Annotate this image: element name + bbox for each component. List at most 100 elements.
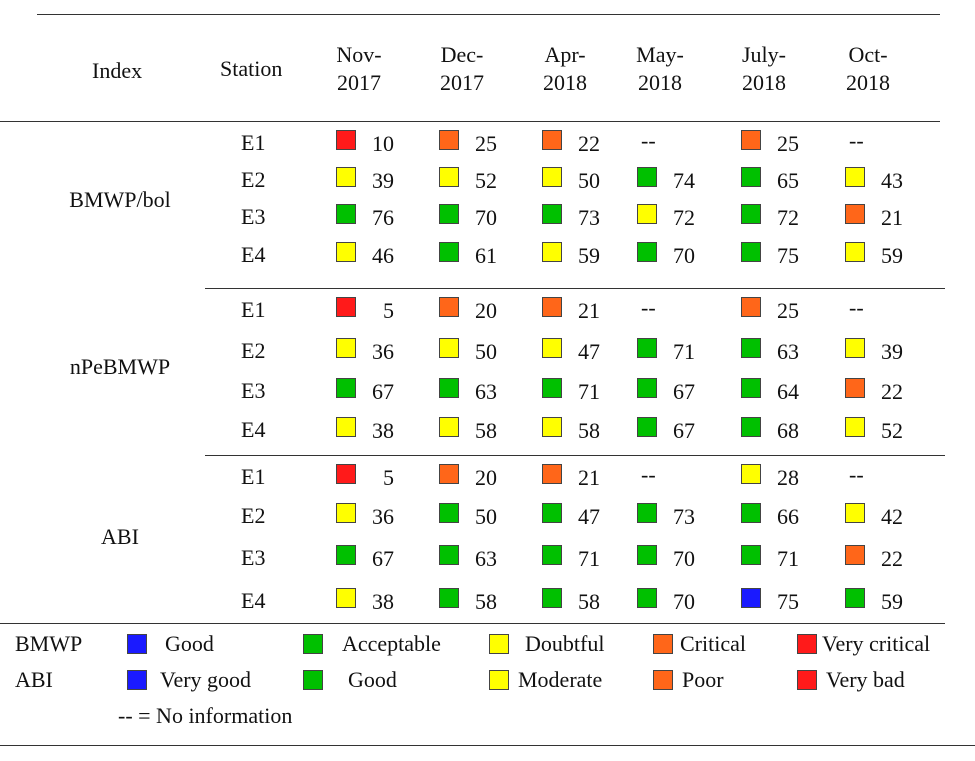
header-month-line2: 2018: [742, 70, 786, 95]
station-label: E4: [241, 588, 266, 613]
cell-value: 25: [777, 298, 799, 323]
green-status-square: [439, 242, 459, 262]
green-status-square: [637, 242, 657, 262]
cell-value: 36: [372, 504, 394, 529]
yellow-status-square: [637, 204, 657, 224]
cell-value: 50: [578, 168, 600, 193]
no-information-mark: --: [641, 462, 656, 487]
green-status-square: [741, 338, 761, 358]
orange-status-square: [542, 464, 562, 484]
green-status-square: [637, 338, 657, 358]
header-month-line2: 2018: [846, 70, 890, 95]
header-month-line1: Apr-: [544, 42, 586, 67]
header-month-line1: Nov-: [336, 42, 382, 67]
header-month-line2: 2018: [638, 70, 682, 95]
cell-value: 28: [777, 465, 799, 490]
cell-value: 66: [777, 504, 799, 529]
red-legend-square: [797, 670, 817, 690]
cell-value: 70: [673, 243, 695, 268]
header-month-line1: Oct-: [848, 42, 888, 67]
yellow-status-square: [845, 338, 865, 358]
station-label: E3: [241, 545, 266, 570]
cell-value: 25: [475, 131, 497, 156]
yellow-status-square: [845, 417, 865, 437]
red-status-square: [336, 297, 356, 317]
station-label: E2: [241, 167, 266, 192]
orange-status-square: [741, 130, 761, 150]
header-month-line2: 2018: [543, 70, 587, 95]
yellow-status-square: [336, 588, 356, 608]
legend-item-label: Good: [348, 667, 397, 692]
cell-value: 21: [578, 465, 600, 490]
blue-legend-square: [127, 634, 147, 654]
station-label: E2: [241, 503, 266, 528]
cell-value: 22: [881, 546, 903, 571]
cell-value: 70: [475, 205, 497, 230]
cell-value: 76: [372, 205, 394, 230]
orange-status-square: [439, 297, 459, 317]
cell-value: 58: [578, 589, 600, 614]
cell-value: 22: [578, 131, 600, 156]
legend-row-label: BMWP: [15, 631, 83, 656]
no-information-mark: --: [849, 462, 864, 487]
green-status-square: [336, 378, 356, 398]
cell-value: 73: [673, 504, 695, 529]
blue-status-square: [741, 588, 761, 608]
yellow-status-square: [542, 167, 562, 187]
cell-value: 64: [777, 379, 799, 404]
yellow-status-square: [542, 417, 562, 437]
cell-value: 38: [372, 589, 394, 614]
green-status-square: [637, 545, 657, 565]
green-status-square: [741, 417, 761, 437]
station-label: E4: [241, 242, 266, 267]
bottom-rule: [0, 745, 975, 746]
orange-status-square: [542, 297, 562, 317]
table-bottom-rule: [0, 623, 945, 624]
cell-value: 50: [475, 339, 497, 364]
green-status-square: [741, 503, 761, 523]
cell-value: 20: [475, 298, 497, 323]
cell-value: 63: [475, 546, 497, 571]
legend-item-label: Doubtful: [525, 631, 605, 656]
cell-value: 63: [777, 339, 799, 364]
yellow-status-square: [542, 242, 562, 262]
cell-value: 70: [673, 546, 695, 571]
cell-value: 72: [777, 205, 799, 230]
cell-value: 68: [777, 418, 799, 443]
no-information-mark: --: [849, 128, 864, 153]
legend-item-label: Very bad: [826, 667, 905, 692]
orange-legend-square: [653, 634, 673, 654]
cell-value: 38: [372, 418, 394, 443]
cell-value: 59: [881, 243, 903, 268]
green-status-square: [336, 545, 356, 565]
station-label: E1: [241, 464, 266, 489]
cell-value: 58: [475, 418, 497, 443]
red-legend-square: [797, 634, 817, 654]
cell-value: 63: [475, 379, 497, 404]
cell-value: 39: [881, 339, 903, 364]
orange-status-square: [845, 204, 865, 224]
yellow-status-square: [336, 167, 356, 187]
green-status-square: [439, 503, 459, 523]
orange-status-square: [741, 297, 761, 317]
orange-status-square: [439, 130, 459, 150]
header-month-line1: May-: [636, 42, 684, 67]
yellow-status-square: [336, 338, 356, 358]
yellow-status-square: [336, 503, 356, 523]
cell-value: 46: [372, 243, 394, 268]
green-status-square: [741, 242, 761, 262]
green-status-square: [439, 588, 459, 608]
green-status-square: [637, 503, 657, 523]
yellow-status-square: [336, 417, 356, 437]
green-status-square: [637, 417, 657, 437]
block-divider: [205, 455, 945, 456]
yellow-status-square: [845, 242, 865, 262]
cell-value: 10: [372, 131, 394, 156]
station-label: E3: [241, 378, 266, 403]
station-label: E2: [241, 338, 266, 363]
legend-item-label: Very good: [160, 667, 252, 692]
cell-value: 71: [777, 546, 799, 571]
header-month-line1: July-: [742, 42, 786, 67]
green-status-square: [741, 545, 761, 565]
orange-status-square: [845, 378, 865, 398]
